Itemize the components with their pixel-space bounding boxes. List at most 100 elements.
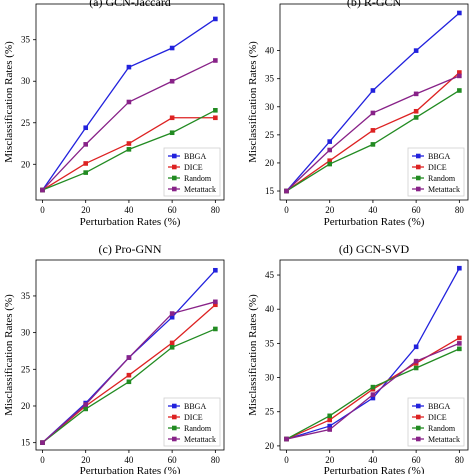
plot-frame (279, 3, 469, 201)
x-tick-label: 60 (168, 455, 178, 465)
data-point-random (327, 161, 333, 167)
legend-label-bbga: BBGA (428, 402, 450, 411)
y-tick-label: 30 (265, 102, 275, 112)
data-point-bbga (413, 344, 419, 350)
data-point-metattack (284, 436, 289, 442)
y-tick-label: 35 (21, 35, 31, 45)
y-tick-label: 20 (265, 441, 275, 451)
legend-marker-random (416, 425, 421, 431)
legend-label-random: Random (184, 424, 212, 433)
data-point-dice (169, 340, 175, 346)
y-tick-label: 15 (21, 438, 31, 448)
legend-marker-bbga (416, 153, 421, 159)
data-point-dice (169, 115, 175, 121)
legend-marker-metattack (172, 186, 177, 192)
legend-marker-metattack (416, 436, 421, 442)
data-point-metattack (457, 73, 462, 79)
data-point-random (413, 115, 419, 120)
data-point-dice (126, 141, 132, 146)
data-point-dice (413, 108, 419, 114)
data-point-dice (457, 70, 462, 75)
data-point-metattack (284, 188, 289, 194)
data-point-metattack (327, 147, 333, 153)
data-point-metattack (413, 358, 419, 364)
data-point-bbga (327, 139, 333, 144)
y-axis-title: Misclassification Rates (%) (3, 294, 15, 416)
data-point-random (327, 413, 333, 419)
x-tick-label: 20 (325, 455, 335, 465)
data-point-random (370, 384, 376, 390)
x-tick-label: 60 (412, 455, 422, 465)
legend-label-bbga: BBGA (184, 152, 206, 161)
y-tick-label: 25 (265, 407, 275, 417)
x-tick-label: 60 (412, 205, 422, 215)
legend-label-random: Random (428, 424, 456, 433)
y-tick-label: 25 (21, 118, 31, 128)
data-point-random (126, 379, 132, 385)
panel-1: 0 20 40 60 80 20 25 30 35 Perturbation Rates (%) M… (3, 0, 225, 228)
data-point-metattack (413, 91, 419, 97)
x-tick-label: 20 (81, 455, 91, 465)
data-point-bbga (370, 88, 376, 93)
data-point-bbga (169, 314, 175, 320)
x-tick-label: 80 (211, 205, 221, 215)
y-tick-label: 45 (265, 270, 275, 280)
data-point-metattack (126, 355, 132, 360)
data-point-bbga (83, 125, 89, 131)
y-tick-label: 35 (265, 74, 275, 84)
data-point-random (126, 147, 132, 152)
panel-3: 0 20 40 60 80 15 20 25 30 35 Perturbation Rates (%… (3, 242, 225, 474)
data-point-random (169, 130, 175, 136)
data-point-bbga (126, 64, 132, 70)
x-tick-label: 0 (40, 455, 45, 465)
legend-marker-dice (416, 164, 421, 170)
data-point-bbga (327, 423, 333, 429)
y-tick-label: 15 (265, 186, 275, 196)
data-point-random (83, 170, 89, 175)
data-point-random (370, 142, 376, 147)
y-tick-label: 20 (21, 159, 31, 169)
data-point-dice (213, 115, 218, 121)
data-point-dice (213, 302, 218, 308)
data-point-random (213, 108, 218, 113)
plot-frame (279, 259, 469, 451)
data-point-bbga (413, 48, 419, 53)
data-point-bbga (457, 265, 462, 271)
x-tick-label: 0 (40, 205, 45, 215)
legend-marker-bbga (172, 153, 177, 159)
legend-marker-bbga (172, 403, 177, 409)
data-point-random (83, 406, 89, 412)
x-tick-label: 80 (211, 455, 221, 465)
legend-label-dice: DICE (184, 163, 203, 172)
legend-label-random: Random (184, 174, 212, 183)
data-point-dice (126, 372, 132, 378)
data-point-metattack (370, 392, 376, 397)
y-tick-label: 40 (265, 304, 275, 314)
y-tick-label: 35 (265, 338, 275, 348)
legend-marker-dice (416, 414, 421, 420)
panel-title: (b) R-GCN (347, 0, 402, 9)
legend-label-random: Random (428, 174, 456, 183)
data-point-metattack (169, 78, 175, 84)
legend-label-bbga: BBGA (184, 402, 206, 411)
panel-title: (c) Pro-GNN (99, 242, 162, 256)
data-point-dice (370, 128, 376, 133)
y-tick-label: 20 (265, 158, 275, 168)
x-tick-label: 40 (368, 205, 378, 215)
plot-frame (35, 259, 225, 451)
x-tick-label: 20 (325, 205, 335, 215)
legend-marker-bbga (416, 403, 421, 409)
data-point-random (457, 346, 462, 352)
y-tick-label: 25 (21, 364, 31, 374)
data-point-dice (83, 161, 89, 166)
data-point-random (213, 326, 218, 332)
y-axis-title: Misclassification Rates (%) (247, 294, 259, 416)
panel-title: (d) GCN-SVD (339, 242, 410, 256)
data-point-bbga (457, 10, 462, 16)
x-tick-label: 0 (284, 455, 289, 465)
data-point-dice (327, 417, 333, 423)
legend-marker-metattack (172, 436, 177, 442)
x-axis-title: Perturbation Rates (%) (324, 465, 425, 474)
